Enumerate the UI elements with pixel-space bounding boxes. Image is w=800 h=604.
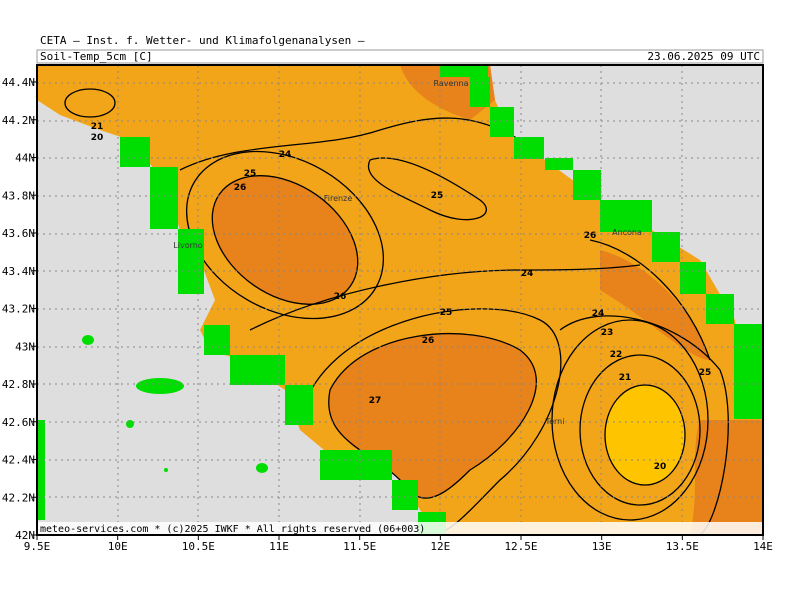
x-tick-label: 10E [108,540,128,553]
map-area [37,65,763,535]
contour-label: 27 [369,396,382,406]
city-label: Livorno [173,241,203,250]
contour-label: 21 [619,373,632,383]
contour-label: 26 [334,292,347,302]
contour-label: 25 [431,191,444,201]
land [37,65,763,535]
city-label: Ancona [612,228,642,237]
y-tick-label: 44N [15,152,35,165]
city-label: Terni [545,417,565,426]
contour-label: 24 [592,309,605,319]
x-tick-label: 9.5E [24,540,51,553]
y-tick-label: 43.6N [2,227,35,240]
contour-label: 20 [654,462,667,472]
city-label: Ravenna [434,79,469,88]
contour-label: 20 [91,133,104,143]
contour-label: 23 [601,328,614,338]
title: CETA — Inst. f. Wetter- und Klimafolgena… [40,34,365,47]
coastal-cells [37,65,763,535]
x-tick-label: 14E [753,540,773,553]
y-tick-label: 43N [15,340,35,353]
contour-label: 26 [422,336,435,346]
footer: meteo-services.com * (c)2025 IWKF * All … [40,524,425,535]
contour-label: 24 [521,269,534,279]
contour-label: 25 [440,308,453,318]
y-tick-label: 43.8N [2,189,35,202]
x-tick-label: 13E [592,540,612,553]
parameter: Soil-Temp_5cm [C] [40,50,153,63]
x-tick-label: 11E [269,540,289,553]
y-tick-label: 43.2N [2,303,35,316]
footer-bar [37,522,763,535]
x-tick-label: 12.5E [504,540,537,553]
x-tick-label: 12E [430,540,450,553]
contour-label: 25 [244,169,257,179]
y-tick-label: 42.2N [2,491,35,504]
contour-label: 21 [91,122,104,132]
y-tick-label: 42.4N [2,454,35,467]
x-tick-label: 11.5E [343,540,376,553]
y-tick-label: 42N [15,529,35,542]
grid [37,65,763,535]
frame [36,64,764,536]
contour-label: 24 [279,150,292,160]
valid-time: 23.06.2025 09 UTC [647,50,760,63]
x-tick-label: 13.5E [666,540,699,553]
y-tick-label: 43.4N [2,265,35,278]
x-tick-label: 10.5E [182,540,215,553]
y-tick-label: 44.2N [2,114,35,127]
y-tick-label: 44.4N [2,76,35,89]
contour-label: 26 [234,183,247,193]
contour-label: 25 [699,368,712,378]
y-tick-label: 42.6N [2,416,35,429]
contour-label: 26 [584,231,597,241]
city-label: Firenze [324,194,353,203]
y-tick-label: 42.8N [2,378,35,391]
contour-label: 22 [610,350,623,360]
header-bar [36,49,764,64]
